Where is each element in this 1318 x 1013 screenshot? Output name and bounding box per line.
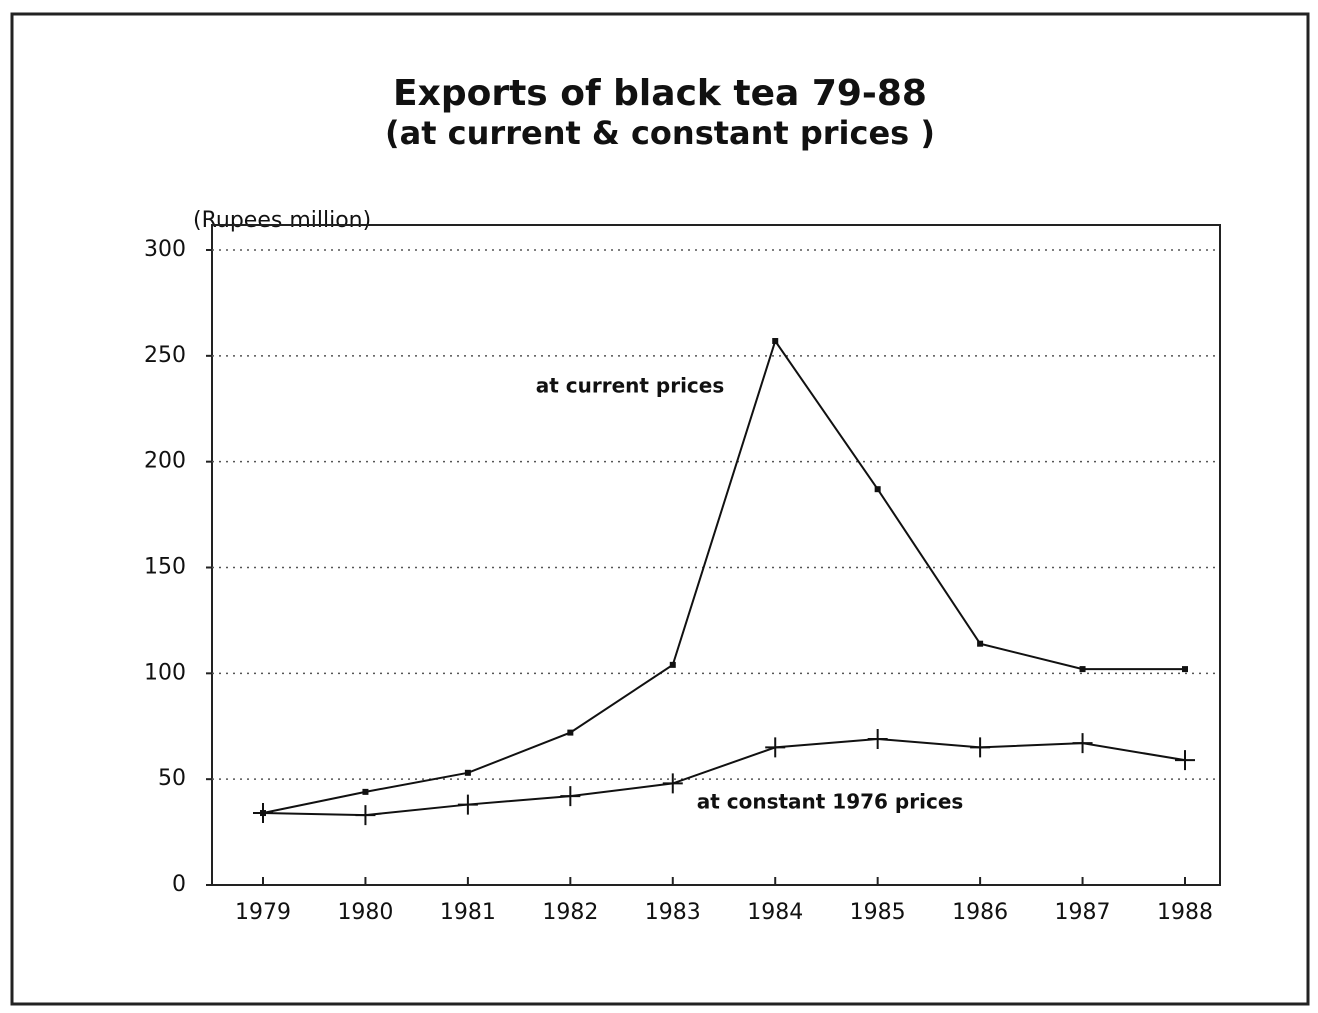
x-tick-label: 1987 [1055,900,1111,925]
marker [977,640,984,647]
marker [464,769,471,776]
marker [362,788,369,795]
y-tick-label: 100 [144,660,186,685]
series-label: at current prices [536,374,725,398]
marker [874,486,881,493]
x-tick-label: 1983 [645,900,701,925]
y-tick-label: 0 [172,872,186,897]
marker [1175,750,1195,771]
series-label: at constant 1976 prices [697,790,964,814]
y-tick-label: 150 [144,555,186,580]
x-tick-label: 1986 [952,900,1008,925]
x-tick-label: 1980 [337,900,393,925]
marker [669,661,676,668]
marker [1182,666,1188,673]
x-tick-label: 1985 [850,900,906,925]
marker [1072,733,1093,754]
marker [560,786,581,807]
marker [1079,666,1086,673]
marker [457,794,478,815]
marker [970,737,991,758]
marker [765,737,786,758]
x-tick-label: 1984 [747,900,803,925]
x-tick-label: 1982 [542,900,598,925]
series-line [262,737,1186,817]
y-tick-label: 200 [144,449,186,474]
frame [10,12,1310,1006]
x-tick-label: 1979 [235,900,291,925]
x-tick-label: 1981 [440,900,496,925]
plot-area [211,224,1221,886]
marker [567,729,574,736]
marker [662,773,683,794]
marker [772,338,779,345]
chart-title: Exports of black tea 79-88 [393,73,927,114]
marker [867,728,888,749]
chart-subtitle: (at current & constant prices ) [385,114,935,152]
marker [355,805,376,826]
marker [253,803,273,824]
x-tick-label: 1988 [1157,900,1213,925]
y-tick-label: 250 [144,343,186,368]
series-line [262,338,1185,815]
y-tick-label: 50 [158,766,186,791]
y-tick-label: 300 [144,237,186,262]
y-axis-label: (Rupees million) [193,208,371,233]
